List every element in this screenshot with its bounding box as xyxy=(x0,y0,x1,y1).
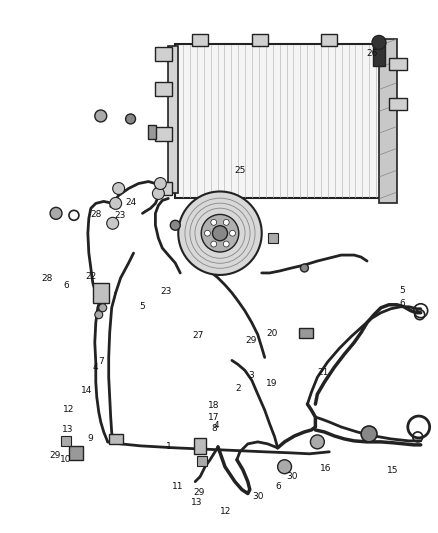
Text: 2: 2 xyxy=(236,384,241,393)
Text: 7: 7 xyxy=(98,357,103,366)
Circle shape xyxy=(107,217,119,229)
Circle shape xyxy=(372,36,386,50)
Text: 29: 29 xyxy=(245,336,257,345)
Text: 28: 28 xyxy=(91,210,102,219)
Circle shape xyxy=(361,426,377,442)
Circle shape xyxy=(95,311,103,319)
Circle shape xyxy=(300,264,308,272)
Circle shape xyxy=(99,304,107,312)
Text: 22: 22 xyxy=(85,271,96,280)
Circle shape xyxy=(126,114,135,124)
Text: 29: 29 xyxy=(49,451,60,460)
Text: 23: 23 xyxy=(160,287,172,296)
Text: 9: 9 xyxy=(88,434,93,443)
Circle shape xyxy=(113,182,124,195)
Polygon shape xyxy=(389,58,407,70)
Polygon shape xyxy=(155,47,172,61)
Circle shape xyxy=(212,225,227,241)
Circle shape xyxy=(110,197,122,209)
Text: 19: 19 xyxy=(266,378,278,387)
Circle shape xyxy=(178,191,262,275)
Bar xyxy=(93,283,109,303)
Bar xyxy=(300,328,314,337)
Text: 14: 14 xyxy=(81,386,93,395)
Text: 18: 18 xyxy=(208,401,219,410)
Text: 6: 6 xyxy=(63,280,69,289)
Text: 25: 25 xyxy=(234,166,246,175)
Text: 4: 4 xyxy=(214,421,219,430)
Text: 12: 12 xyxy=(63,405,74,414)
Circle shape xyxy=(201,214,239,252)
Circle shape xyxy=(95,110,107,122)
Bar xyxy=(148,125,156,139)
Bar xyxy=(373,43,385,66)
Text: 12: 12 xyxy=(220,507,231,516)
Circle shape xyxy=(230,230,236,236)
Bar xyxy=(194,438,206,454)
Polygon shape xyxy=(168,46,178,193)
Bar xyxy=(268,233,278,243)
Text: 4: 4 xyxy=(92,362,98,372)
Text: 8: 8 xyxy=(212,424,218,433)
Polygon shape xyxy=(155,127,172,141)
Text: 15: 15 xyxy=(387,466,399,475)
Text: 5: 5 xyxy=(139,302,145,311)
Polygon shape xyxy=(155,182,172,196)
Text: 5: 5 xyxy=(399,286,405,295)
Bar xyxy=(197,456,207,466)
Text: 29: 29 xyxy=(194,488,205,497)
Text: 21: 21 xyxy=(318,368,329,377)
Text: 6: 6 xyxy=(275,482,281,491)
Text: 28: 28 xyxy=(42,273,53,282)
Polygon shape xyxy=(389,98,407,110)
Circle shape xyxy=(152,188,164,199)
Text: 11: 11 xyxy=(172,482,184,491)
Bar xyxy=(109,434,123,444)
Polygon shape xyxy=(252,35,268,46)
Circle shape xyxy=(223,220,229,225)
Text: 27: 27 xyxy=(193,331,204,340)
Circle shape xyxy=(211,220,217,225)
Text: 13: 13 xyxy=(191,498,202,507)
Text: 6: 6 xyxy=(399,299,405,308)
Circle shape xyxy=(170,220,180,230)
Text: 30: 30 xyxy=(252,492,264,502)
Circle shape xyxy=(278,460,292,474)
Bar xyxy=(69,446,83,460)
Text: 10: 10 xyxy=(60,455,71,464)
Polygon shape xyxy=(175,44,384,198)
Text: 17: 17 xyxy=(208,413,219,422)
Text: 24: 24 xyxy=(125,198,137,207)
Circle shape xyxy=(205,230,210,236)
Bar xyxy=(61,436,71,446)
Circle shape xyxy=(311,435,324,449)
Circle shape xyxy=(50,207,62,219)
Text: 1: 1 xyxy=(166,442,172,451)
Circle shape xyxy=(155,177,166,190)
Text: 30: 30 xyxy=(286,472,297,481)
Polygon shape xyxy=(379,39,397,204)
Polygon shape xyxy=(155,82,172,96)
Text: 3: 3 xyxy=(249,370,254,379)
Polygon shape xyxy=(321,35,337,46)
Text: 20: 20 xyxy=(266,329,278,338)
Text: 16: 16 xyxy=(320,464,332,473)
Text: 23: 23 xyxy=(114,211,125,220)
Text: 26: 26 xyxy=(367,49,378,58)
Circle shape xyxy=(211,241,217,247)
Circle shape xyxy=(223,241,229,247)
Text: 13: 13 xyxy=(62,425,73,434)
Polygon shape xyxy=(192,35,208,46)
